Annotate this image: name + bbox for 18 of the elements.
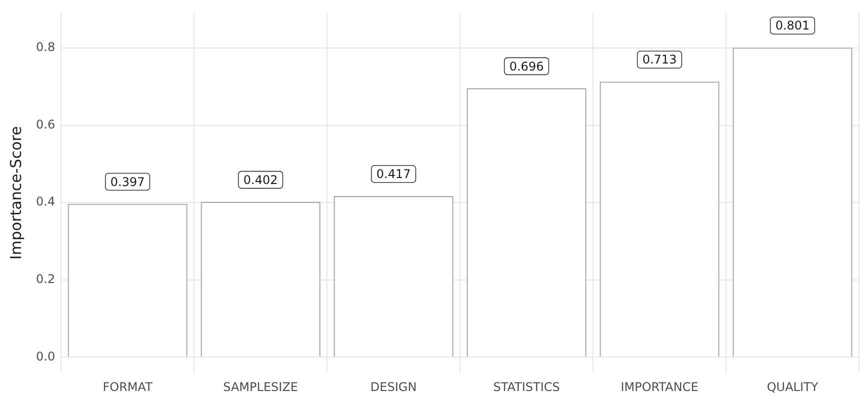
- data-label: 0.713: [642, 52, 677, 67]
- data-label: 0.417: [376, 167, 411, 182]
- x-tick-label: IMPORTANCE: [620, 380, 698, 394]
- y-tick-label: 0.8: [36, 40, 56, 54]
- y-tick-label: 0.6: [36, 117, 56, 132]
- data-label: 0.696: [509, 59, 544, 74]
- y-axis-title: Importance-Score: [6, 126, 25, 260]
- x-tick-label: SAMPLESIZE: [223, 380, 298, 394]
- y-tick-label: 0.0: [36, 349, 56, 364]
- x-tick-label: DESIGN: [370, 380, 417, 394]
- x-tick-label: FORMAT: [102, 380, 154, 394]
- x-tick-label: STATISTICS: [493, 380, 560, 394]
- x-tick-label: QUALITY: [766, 380, 819, 394]
- y-tick-label: 0.2: [36, 272, 56, 286]
- data-label: 0.402: [243, 172, 278, 187]
- data-label: 0.801: [775, 18, 810, 33]
- data-label: 0.397: [110, 174, 145, 189]
- y-tick-label: 0.4: [36, 194, 56, 209]
